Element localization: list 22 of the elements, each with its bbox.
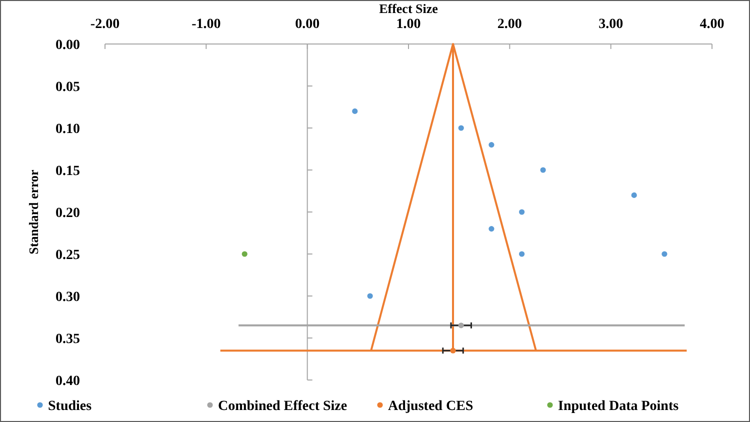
y-tick-label: 0.20	[56, 206, 80, 221]
y-tick-label: 0.00	[56, 38, 80, 53]
y-tick-label: 0.10	[56, 122, 80, 137]
y-tick-label: 0.40	[56, 374, 80, 389]
y-tick-label: 0.05	[56, 80, 80, 95]
y-tick-label: 0.30	[56, 290, 80, 305]
y-tick-label: 0.35	[56, 332, 80, 347]
y-tick-label: 0.25	[56, 248, 80, 263]
x-tick-label: -2.00	[90, 17, 120, 32]
x-tick-label: -1.00	[192, 17, 221, 32]
x-tick-label: 2.00	[497, 17, 522, 32]
legend-label: Combined Effect Size	[218, 399, 348, 414]
x-axis-title: Effect Size	[379, 1, 438, 16]
x-tick-label: 3.00	[598, 17, 624, 32]
y-axis-title: Standard error	[26, 169, 41, 254]
legend-label: Studies	[48, 399, 92, 414]
x-tick-label: 1.00	[396, 17, 421, 32]
x-tick-label: 0.00	[295, 17, 320, 32]
legend-label: Inputed Data Points	[558, 399, 680, 414]
y-tick-label: 0.15	[56, 164, 80, 179]
legend-label: Adjusted CES	[388, 399, 474, 414]
x-tick-label: 4.00	[700, 17, 724, 32]
